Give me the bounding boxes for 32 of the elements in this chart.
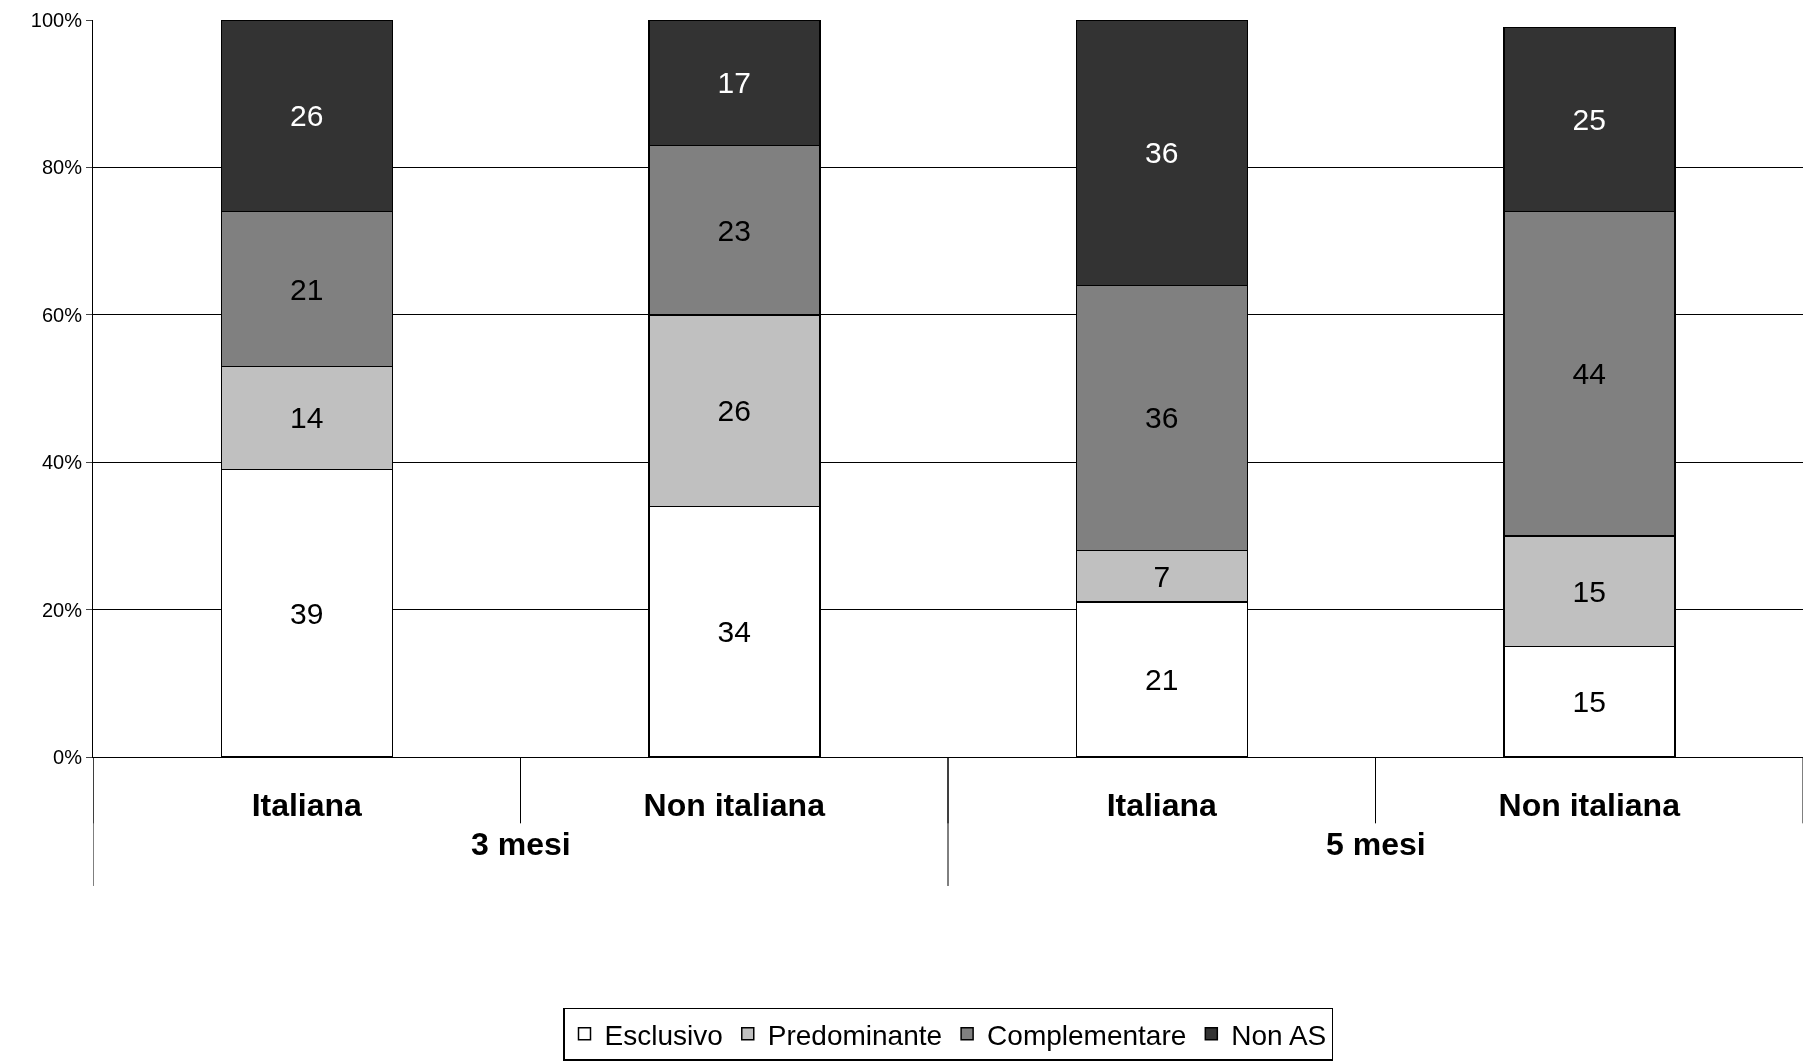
x-tick-label: Non italiana xyxy=(1498,787,1681,824)
x-tick-label: Italiana xyxy=(1106,787,1218,824)
y-tick-label: 60% xyxy=(41,303,83,326)
data-label: 21 xyxy=(290,272,324,306)
legend-label: Predominante xyxy=(767,1019,943,1051)
data-label: 23 xyxy=(717,213,751,247)
data-label: 21 xyxy=(1145,663,1179,697)
data-label: 25 xyxy=(1572,103,1606,136)
y-tick-label: 0% xyxy=(53,746,83,768)
y-tick-label: 100% xyxy=(30,9,83,31)
data-label: 15 xyxy=(1572,685,1606,719)
y-tick-label: 20% xyxy=(41,598,83,621)
legend-label: Esclusivo xyxy=(604,1019,723,1051)
data-label: 44 xyxy=(1572,357,1606,391)
text: 3 mesi xyxy=(471,826,571,862)
text: 5 mesi xyxy=(1326,826,1426,862)
data-label: 34 xyxy=(717,615,751,649)
data-label: 15 xyxy=(1572,574,1606,608)
data-label: 17 xyxy=(717,66,751,100)
data-label: 36 xyxy=(1145,136,1179,170)
data-label: 36 xyxy=(1145,401,1179,435)
data-label: 7 xyxy=(1153,559,1171,593)
legend-label: Complementare xyxy=(987,1019,1187,1051)
data-label: 26 xyxy=(290,99,324,133)
legend-label: Non AS xyxy=(1231,1019,1327,1051)
y-tick-label: 40% xyxy=(41,451,83,474)
x-tick-label: Non italiana xyxy=(643,787,826,824)
data-label: 39 xyxy=(290,596,324,630)
data-label: 26 xyxy=(717,394,751,428)
y-tick-label: 80% xyxy=(41,156,83,179)
x-tick-label: Italiana xyxy=(251,787,363,824)
data-label: 14 xyxy=(290,401,324,435)
